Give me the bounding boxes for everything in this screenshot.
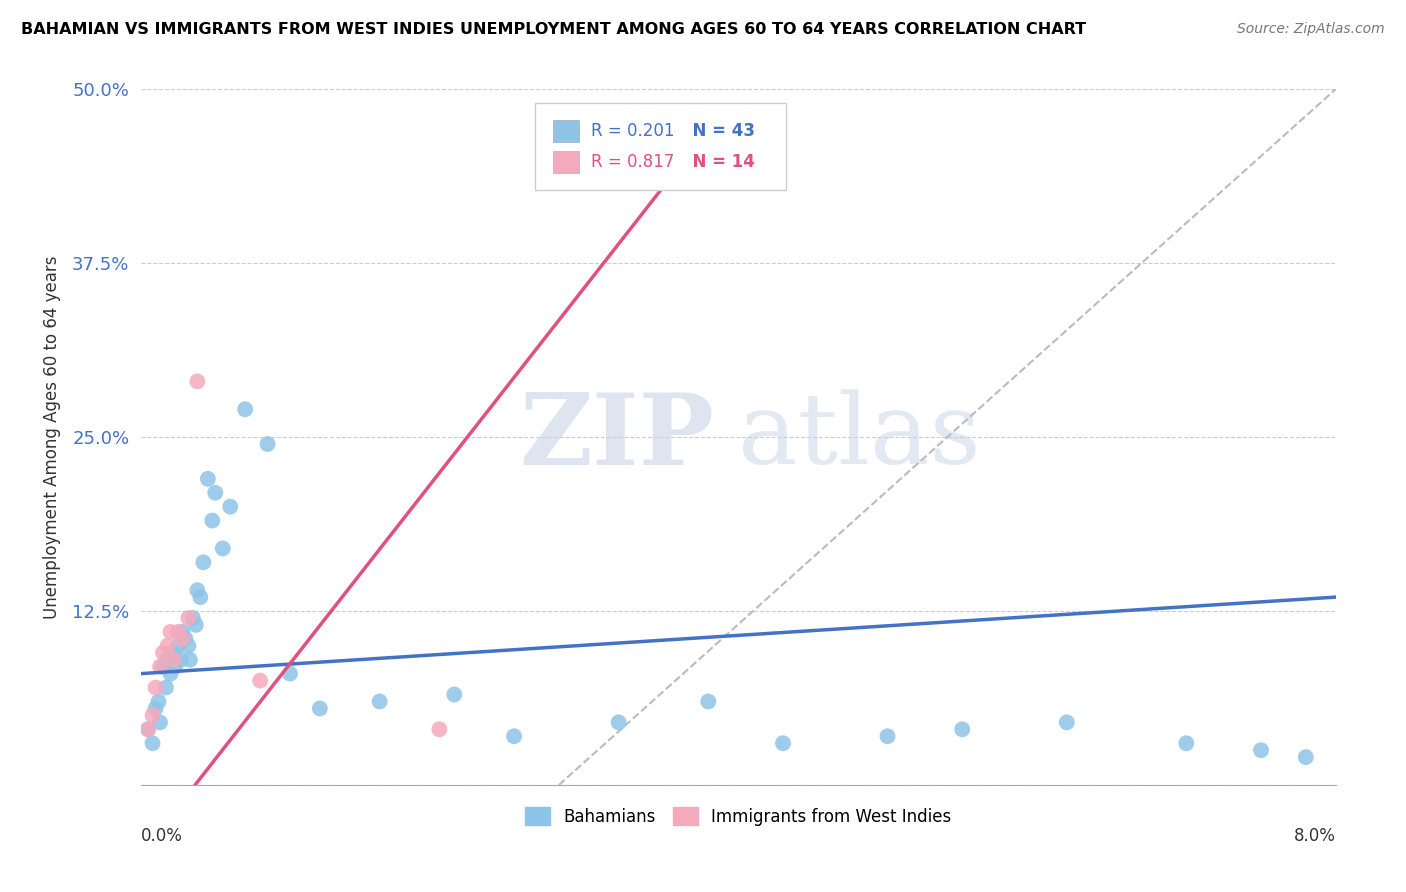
Point <box>503 729 526 743</box>
Point <box>181 611 204 625</box>
Point <box>309 701 332 715</box>
Point <box>1250 743 1272 757</box>
Point <box>876 729 898 743</box>
Point <box>141 708 163 723</box>
Point <box>141 736 163 750</box>
Point <box>184 618 207 632</box>
Point <box>278 666 301 681</box>
Point <box>172 624 194 639</box>
Text: BAHAMIAN VS IMMIGRANTS FROM WEST INDIES UNEMPLOYMENT AMONG AGES 60 TO 64 YEARS C: BAHAMIAN VS IMMIGRANTS FROM WEST INDIES … <box>21 22 1087 37</box>
Point <box>186 375 208 389</box>
FancyBboxPatch shape <box>536 103 786 190</box>
Point <box>152 659 174 673</box>
Point <box>368 694 391 708</box>
Point <box>174 632 197 646</box>
Point <box>163 659 186 673</box>
Point <box>772 736 794 750</box>
Text: 8.0%: 8.0% <box>1294 827 1336 845</box>
Point <box>186 583 208 598</box>
Point <box>197 472 219 486</box>
Text: N = 43: N = 43 <box>681 122 755 140</box>
Point <box>219 500 242 514</box>
Point <box>167 639 190 653</box>
Point <box>159 666 181 681</box>
Point <box>136 723 159 737</box>
Point <box>1056 715 1078 730</box>
Point <box>1295 750 1317 764</box>
Point <box>156 653 179 667</box>
Point <box>148 694 170 708</box>
Point <box>156 639 179 653</box>
FancyBboxPatch shape <box>553 151 579 173</box>
Point <box>177 639 200 653</box>
Legend: Bahamians, Immigrants from West Indies: Bahamians, Immigrants from West Indies <box>519 801 957 832</box>
Text: atlas: atlas <box>738 389 981 485</box>
Point <box>145 701 167 715</box>
Point <box>256 437 278 451</box>
Point <box>172 632 194 646</box>
Point <box>145 681 167 695</box>
Point <box>149 715 172 730</box>
Point <box>177 611 200 625</box>
Point <box>170 653 193 667</box>
Point <box>697 694 720 708</box>
Point <box>427 723 450 737</box>
Point <box>950 723 973 737</box>
Point <box>249 673 271 688</box>
Text: 0.0%: 0.0% <box>141 827 183 845</box>
Point <box>233 402 256 417</box>
Text: R = 0.201: R = 0.201 <box>591 122 675 140</box>
Text: Source: ZipAtlas.com: Source: ZipAtlas.com <box>1237 22 1385 37</box>
Y-axis label: Unemployment Among Ages 60 to 64 years: Unemployment Among Ages 60 to 64 years <box>44 255 60 619</box>
Point <box>607 715 630 730</box>
Point <box>193 555 215 569</box>
Point <box>443 688 465 702</box>
Point <box>179 653 201 667</box>
Text: R = 0.817: R = 0.817 <box>591 153 675 171</box>
Text: N = 14: N = 14 <box>681 153 755 171</box>
Point <box>162 653 184 667</box>
Point <box>149 659 172 673</box>
Point <box>136 723 159 737</box>
Point <box>155 681 177 695</box>
Point <box>204 485 226 500</box>
Point <box>159 624 181 639</box>
Text: ZIP: ZIP <box>519 389 714 485</box>
Point <box>201 514 224 528</box>
Point <box>1175 736 1198 750</box>
Point <box>167 624 190 639</box>
Point <box>188 590 212 604</box>
Point <box>152 646 174 660</box>
Point <box>211 541 233 556</box>
Point <box>162 646 184 660</box>
FancyBboxPatch shape <box>553 120 579 142</box>
